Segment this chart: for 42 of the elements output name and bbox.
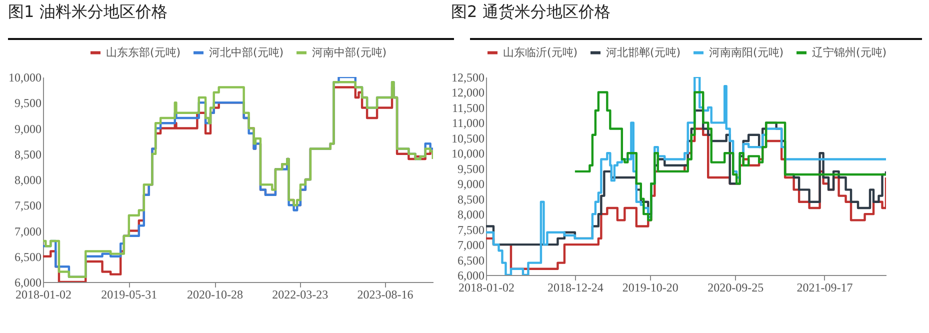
y-tick-label: 9,500 bbox=[458, 162, 484, 176]
y-tick-label: 6,500 bbox=[458, 253, 484, 268]
y-tick-label: 7,500 bbox=[458, 222, 484, 237]
y-tick-label: 10,000 bbox=[452, 146, 484, 161]
y-tick-label: 8,000 bbox=[14, 173, 42, 187]
legend-label: 山东东部(元吨) bbox=[106, 46, 181, 59]
y-tick-label: 11,000 bbox=[452, 116, 484, 130]
y-tick-label: 7,500 bbox=[14, 198, 42, 213]
y-tick-label: 8,500 bbox=[14, 147, 42, 162]
y-tick-label: 6,000 bbox=[458, 268, 484, 282]
x-tick-label: 2022-03-23 bbox=[272, 288, 328, 302]
chart-title: 图2 通货米分地区价格 bbox=[451, 2, 610, 21]
legend-label: 辽宁锦州(元吨) bbox=[812, 46, 887, 59]
y-tick-label: 12,000 bbox=[452, 86, 484, 100]
y-tick-label: 10,500 bbox=[452, 131, 484, 146]
x-tick-label: 2019-05-31 bbox=[101, 288, 158, 302]
x-tick-label: 2018-12-24 bbox=[547, 280, 604, 294]
y-tick-label: 12,500 bbox=[452, 70, 484, 84]
y-tick-label: 8,500 bbox=[458, 192, 484, 206]
legend-label: 河南中部(元吨) bbox=[312, 46, 387, 59]
legend-label: 河北邯郸(元吨) bbox=[606, 46, 681, 59]
x-tick-label: 2018-01-02 bbox=[458, 280, 514, 294]
y-tick-label: 8,000 bbox=[458, 208, 484, 222]
y-tick-label: 9,000 bbox=[458, 177, 484, 192]
y-tick-label: 11,500 bbox=[452, 100, 484, 115]
y-tick-label: 9,000 bbox=[14, 122, 42, 136]
y-tick-label: 6,000 bbox=[14, 276, 42, 290]
x-tick-label: 2019-10-20 bbox=[622, 280, 678, 294]
legend-label: 山东临沂(元吨) bbox=[503, 46, 578, 59]
y-tick-label: 6,500 bbox=[14, 250, 42, 264]
x-tick-label: 2018-01-02 bbox=[16, 288, 72, 302]
legend-label: 河南南阳(元吨) bbox=[709, 46, 784, 59]
y-tick-label: 10,000 bbox=[8, 70, 42, 84]
x-tick-label: 2021-09-17 bbox=[796, 280, 853, 294]
legend-label: 河北中部(元吨) bbox=[209, 46, 284, 59]
y-tick-label: 7,000 bbox=[458, 238, 484, 252]
chart-title: 图1 油料米分地区价格 bbox=[8, 2, 168, 21]
y-tick-label: 7,000 bbox=[14, 224, 42, 238]
x-tick-label: 2020-09-25 bbox=[708, 280, 764, 294]
x-tick-label: 2023-08-16 bbox=[357, 288, 414, 302]
x-tick-label: 2020-10-28 bbox=[187, 288, 244, 302]
y-tick-label: 9,500 bbox=[14, 96, 42, 110]
